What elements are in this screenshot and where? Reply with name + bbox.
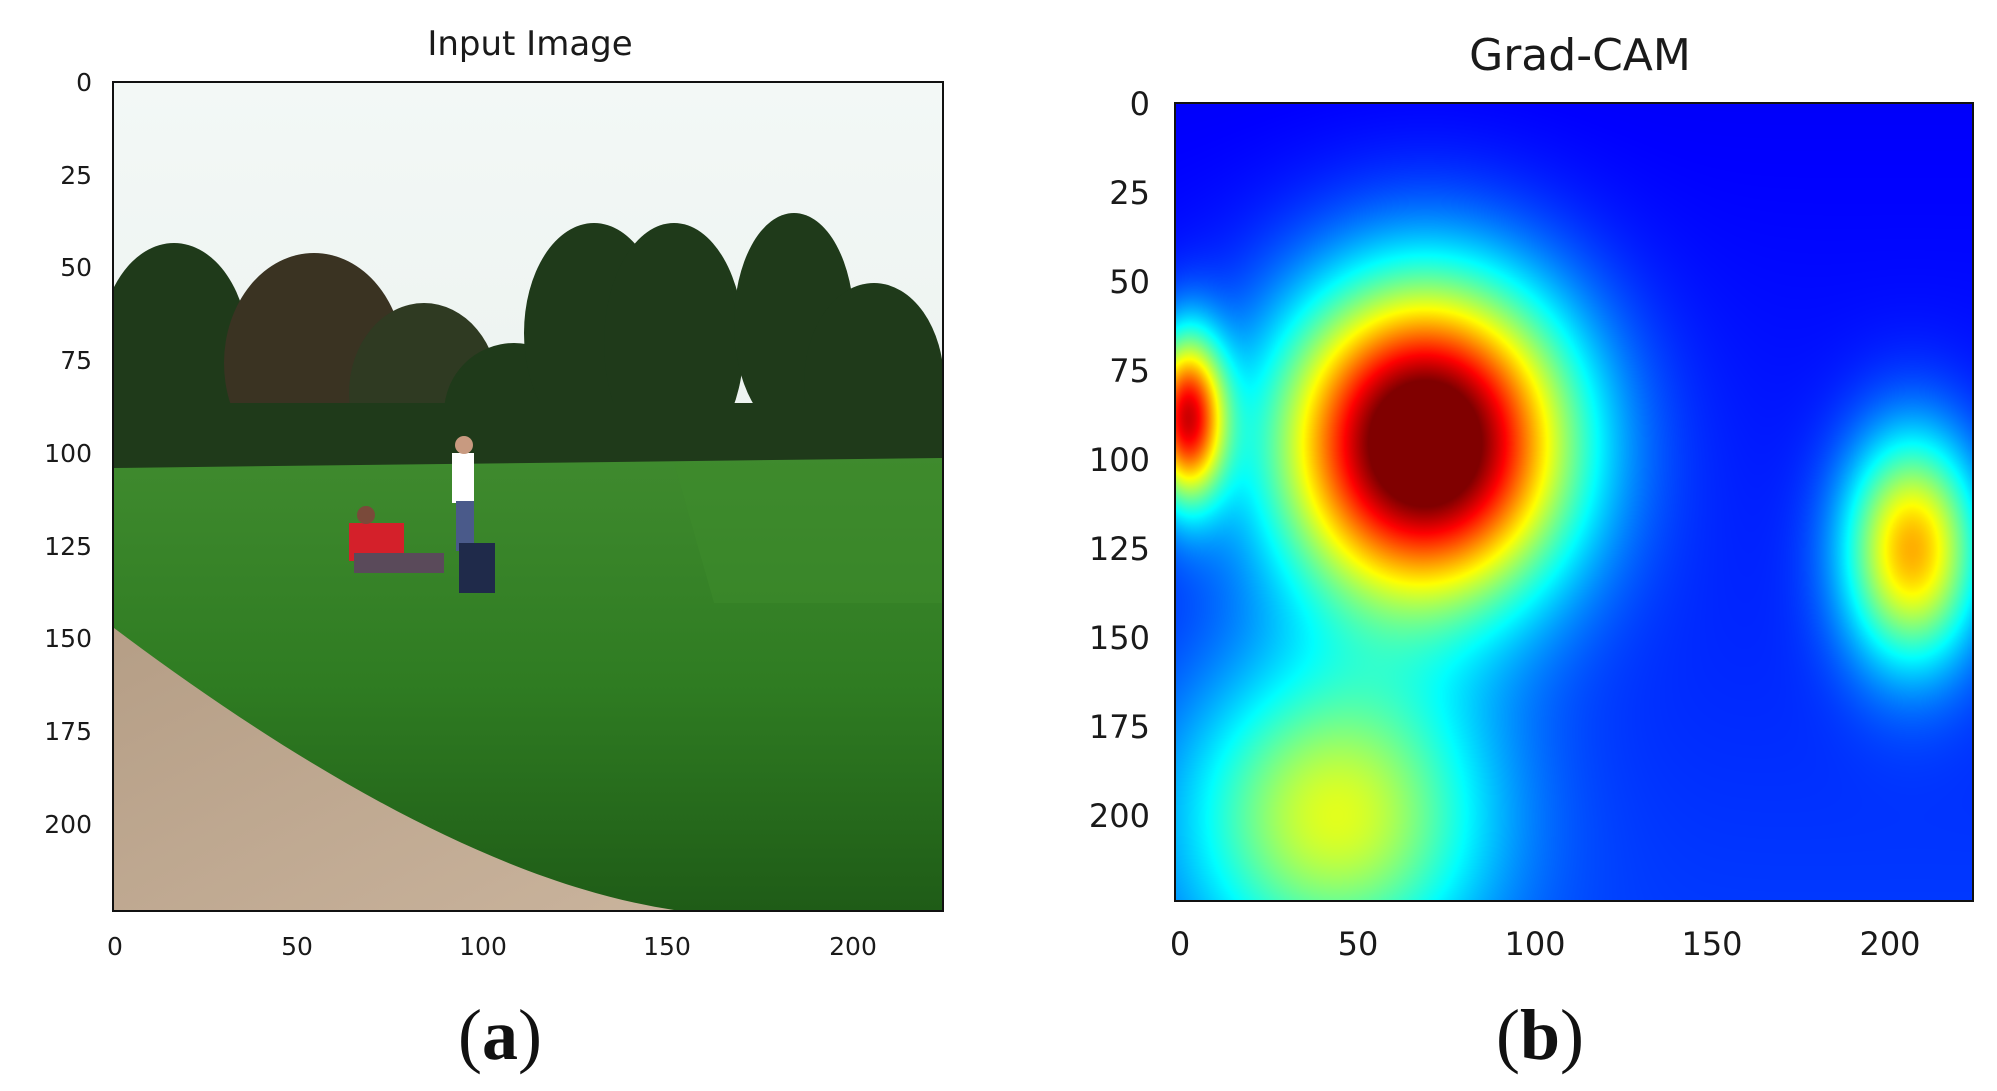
panel-b-ytick: 150 <box>1088 619 1150 657</box>
panel-a-label: (a) <box>458 995 542 1075</box>
panel-b-label: (b) <box>1495 995 1584 1075</box>
panel-b-xtick: 150 <box>1681 925 1743 963</box>
panel-b-ytick: 50 <box>1109 263 1150 301</box>
panel-a-ytick: 75 <box>60 346 92 375</box>
panel-a-xtick: 200 <box>829 932 877 961</box>
gradcam-heatmap <box>1176 104 1972 900</box>
panel-a-ytick: 100 <box>44 439 92 468</box>
gradcam-heatmap-frame <box>1174 102 1974 902</box>
panel-b-title: Grad-CAM <box>1469 30 1691 81</box>
panel-b-xtick: 0 <box>1169 925 1191 963</box>
panel-a-xtick: 100 <box>459 932 507 961</box>
input-image-frame <box>112 81 944 912</box>
panel-b-ytick: 0 <box>1129 85 1150 123</box>
panel-a-ytick: 200 <box>44 810 92 839</box>
panel-a-ytick: 50 <box>60 253 92 282</box>
panel-a-xtick: 50 <box>281 932 313 961</box>
input-image <box>114 83 942 910</box>
panel-b-ytick: 25 <box>1109 174 1150 212</box>
panel-a-ytick: 125 <box>44 532 92 561</box>
panel-a-ytick: 0 <box>76 68 92 97</box>
panel-a-ytick: 150 <box>44 624 92 653</box>
panel-a-ytick: 175 <box>44 717 92 746</box>
panel-b-xtick: 50 <box>1337 925 1379 963</box>
panel-a-title: Input Image <box>427 24 633 64</box>
panel-a-ytick: 25 <box>60 161 92 190</box>
panel-b-xtick: 200 <box>1859 925 1921 963</box>
panel-b-xtick: 100 <box>1504 925 1566 963</box>
panel-b-ytick: 100 <box>1088 441 1150 479</box>
panel-a-xtick: 150 <box>643 932 691 961</box>
panel-a-xtick: 0 <box>107 932 123 961</box>
panel-b-ytick: 175 <box>1088 708 1150 746</box>
panel-b-ytick: 125 <box>1088 530 1150 568</box>
panel-b-ytick: 75 <box>1109 352 1150 390</box>
panel-b-ytick: 200 <box>1088 797 1150 835</box>
